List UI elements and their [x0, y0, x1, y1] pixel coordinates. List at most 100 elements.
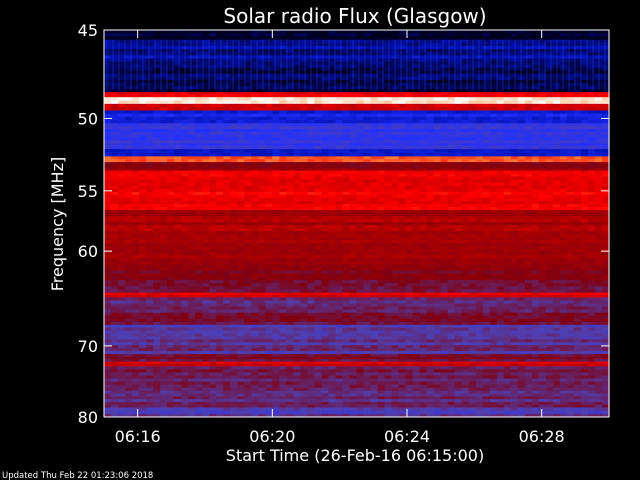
heatmap-cell	[153, 100, 161, 105]
heatmap-cell	[293, 58, 301, 63]
heatmap-cell	[272, 103, 280, 108]
heatmap-cell	[503, 140, 512, 144]
heatmap-cell	[580, 36, 589, 41]
heatmap-cell	[405, 222, 414, 226]
heatmap-cell	[468, 143, 477, 147]
heatmap-cell	[132, 128, 140, 133]
heatmap-cell	[321, 200, 330, 205]
heatmap-cell	[503, 210, 512, 214]
heatmap-cell	[216, 225, 224, 229]
heatmap-cell	[195, 128, 203, 133]
heatmap-cell	[475, 123, 484, 127]
heatmap-cell	[510, 61, 519, 66]
heatmap-cell	[153, 73, 161, 78]
heatmap-cell	[132, 107, 140, 111]
heatmap-cell	[181, 55, 189, 60]
heatmap-cell	[265, 200, 273, 205]
heatmap-cell	[146, 225, 154, 229]
heatmap-cell	[188, 164, 196, 169]
heatmap-cell	[279, 94, 287, 98]
heatmap-cell	[370, 113, 379, 118]
heatmap-cell	[531, 228, 540, 232]
heatmap-cell	[160, 176, 168, 181]
heatmap-cell	[531, 70, 540, 75]
heatmap-cell	[111, 61, 119, 66]
heatmap-cell	[517, 207, 526, 211]
heatmap-cell	[265, 182, 273, 187]
heatmap-cell	[132, 61, 140, 66]
heatmap-cell	[412, 179, 421, 184]
heatmap-cell	[272, 58, 280, 63]
heatmap-cell	[447, 42, 456, 47]
heatmap-cell	[258, 131, 266, 136]
heatmap-cell	[251, 73, 259, 78]
heatmap-cell	[468, 162, 477, 166]
heatmap-cell	[461, 170, 470, 175]
heatmap-cell	[503, 131, 512, 136]
heatmap-cell	[447, 173, 456, 178]
heatmap-cell	[265, 146, 273, 150]
heatmap-cell	[202, 152, 210, 157]
heatmap-cell	[517, 126, 526, 130]
heatmap-cell	[475, 216, 484, 220]
heatmap-cell	[139, 49, 147, 53]
heatmap-cell	[524, 73, 533, 78]
heatmap-cell	[174, 222, 182, 226]
heatmap-cell	[160, 49, 168, 53]
heatmap-cell	[447, 126, 456, 130]
heatmap-cell	[125, 149, 133, 154]
heatmap-cell	[587, 113, 596, 118]
heatmap-cell	[349, 33, 358, 37]
heatmap-cell	[349, 170, 358, 175]
heatmap-cell	[265, 82, 273, 87]
heatmap-cell	[174, 42, 182, 47]
heatmap-cell	[517, 128, 526, 133]
heatmap-cell	[328, 126, 337, 130]
heatmap-cell	[412, 52, 421, 56]
heatmap-cell	[454, 173, 463, 178]
heatmap-cell	[293, 110, 301, 115]
heatmap-cell	[132, 134, 140, 139]
heatmap-cell	[594, 128, 603, 133]
heatmap-cell	[293, 39, 301, 44]
heatmap-cell	[384, 82, 393, 87]
heatmap-cell	[300, 113, 308, 118]
heatmap-cell	[405, 58, 414, 63]
heatmap-cell	[391, 52, 400, 56]
heatmap-cell	[118, 131, 126, 136]
heatmap-cell	[153, 179, 161, 184]
heatmap-cell	[181, 182, 189, 187]
heatmap-cell	[377, 52, 386, 56]
heatmap-cell	[230, 116, 238, 121]
heatmap-cell	[244, 70, 252, 75]
heatmap-cell	[601, 137, 610, 141]
heatmap-cell	[244, 152, 252, 157]
heatmap-cell	[167, 140, 175, 144]
heatmap-cell	[482, 55, 491, 60]
heatmap-cell	[440, 219, 449, 223]
heatmap-cell	[209, 89, 217, 93]
heatmap-cell	[349, 131, 358, 136]
heatmap-cell	[209, 137, 217, 141]
heatmap-cell	[482, 207, 491, 211]
heatmap-cell	[545, 39, 554, 44]
heatmap-cell	[265, 92, 273, 96]
heatmap-cell	[384, 222, 393, 226]
heatmap-cell	[146, 120, 154, 124]
heatmap-cell	[272, 89, 280, 93]
heatmap-cell	[181, 152, 189, 157]
heatmap-cell	[139, 89, 147, 93]
heatmap-cell	[188, 240, 196, 244]
heatmap-cell	[531, 203, 540, 208]
heatmap-cell	[146, 167, 154, 172]
heatmap-cell	[573, 176, 582, 181]
heatmap-cell	[398, 103, 407, 108]
heatmap-cell	[559, 213, 568, 217]
heatmap-cell	[300, 216, 308, 220]
heatmap-cell	[398, 67, 407, 72]
heatmap-cell	[545, 149, 554, 154]
heatmap-cell	[104, 237, 112, 241]
heatmap-cell	[391, 42, 400, 47]
heatmap-cell	[160, 231, 168, 235]
heatmap-cell	[139, 219, 147, 223]
